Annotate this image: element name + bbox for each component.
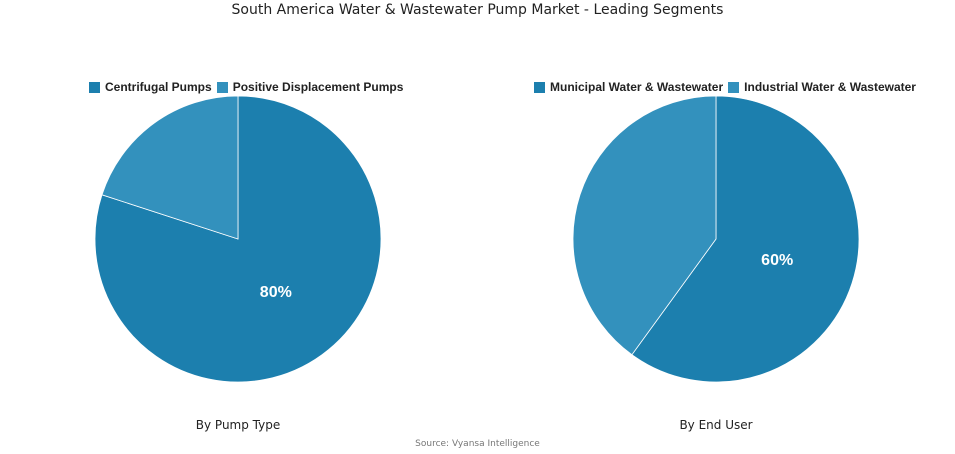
legend-end-user: Municipal Water & Wastewater Industrial …: [534, 80, 921, 94]
legend-label: Positive Displacement Pumps: [232, 80, 404, 94]
legend-item: Municipal Water & Wastewater: [534, 80, 723, 94]
legend-item: Industrial Water & Wastewater: [728, 80, 916, 94]
legend-label: Industrial Water & Wastewater: [744, 80, 916, 94]
legend-swatch: [534, 81, 545, 93]
subtitle-end-user: By End User: [679, 418, 753, 432]
legend-item: Centrifugal Pumps: [89, 80, 212, 94]
legend-swatch: [728, 81, 740, 93]
chart-title: South America Water & Wastewater Pump Ma…: [231, 2, 724, 18]
pie-slice: [631, 95, 860, 383]
legend-label: Centrifugal Pumps: [105, 80, 212, 94]
legend-label: Municipal Water & Wastewater: [550, 80, 724, 94]
data-label: 60%: [761, 252, 793, 269]
pie-slice: [572, 95, 717, 356]
legend-item: Positive Displacement Pumps: [216, 80, 404, 94]
legend-pump-type: Centrifugal Pumps Positive Displacement …: [89, 80, 408, 94]
legend-swatch: [89, 81, 100, 93]
legend-swatch: [216, 81, 228, 93]
source-note: Source: Vyansa Intelligence: [415, 439, 540, 449]
subtitle-pump-type: By Pump Type: [195, 418, 281, 432]
data-label: 80%: [260, 284, 292, 301]
pie-slice: [101, 95, 239, 240]
